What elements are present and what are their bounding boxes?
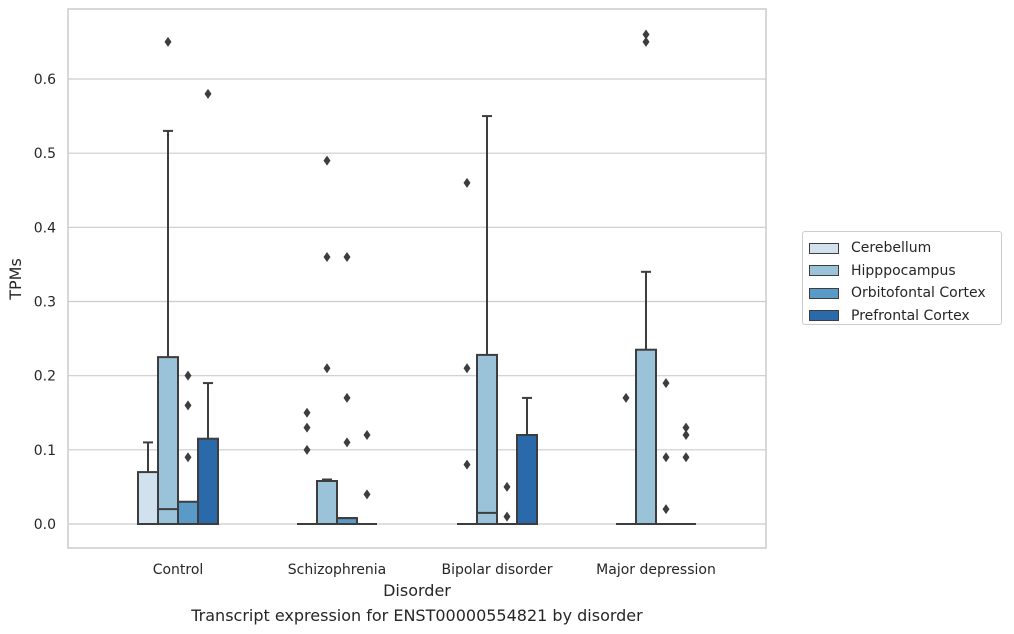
y-tick-labels: 0.0 0.1 0.2 0.3 0.4 0.5 0.6 bbox=[34, 72, 56, 533]
x-tick-label: Major depression bbox=[596, 562, 716, 578]
outlier-point bbox=[682, 452, 690, 463]
x-tick-labels: Control Schizophrenia Bipolar disorder Majo… bbox=[153, 562, 716, 578]
legend-item: Orbitofontal Cortex bbox=[809, 282, 1001, 305]
box-3-0 bbox=[197, 88, 219, 525]
box-body bbox=[157, 356, 179, 525]
outlier-point bbox=[662, 378, 670, 389]
box-body bbox=[137, 471, 159, 525]
box-0-3 bbox=[616, 392, 636, 525]
box-2-1 bbox=[336, 251, 358, 526]
outlier-point bbox=[303, 422, 311, 433]
outlier-point bbox=[363, 429, 371, 440]
outlier-point bbox=[682, 422, 690, 433]
outlier-point bbox=[662, 452, 670, 463]
x-axis-label: Disorder bbox=[383, 581, 451, 600]
legend-label: Cerebellum bbox=[851, 240, 932, 257]
outlier-point bbox=[682, 429, 690, 440]
box-body bbox=[316, 479, 338, 526]
outlier-point bbox=[503, 511, 511, 522]
outlier-point bbox=[184, 370, 192, 381]
legend-label: Prefrontal Cortex bbox=[851, 307, 970, 324]
box-3-3 bbox=[676, 422, 696, 525]
box-3-1 bbox=[357, 429, 377, 525]
outlier-point bbox=[343, 437, 351, 448]
box-2-0 bbox=[177, 370, 199, 526]
y-tick-label: 0.1 bbox=[34, 443, 56, 459]
outlier-point bbox=[622, 392, 630, 403]
box-0-1 bbox=[297, 407, 317, 525]
x-tick-label: Bipolar disorder bbox=[441, 562, 552, 578]
legend-item: Prefrontal Cortex bbox=[809, 305, 1001, 328]
outlier-point bbox=[184, 400, 192, 411]
legend-label: Hipppocampus bbox=[851, 262, 956, 279]
chart-caption: Transcript expression for ENST0000055482… bbox=[191, 606, 643, 625]
box-2-3 bbox=[656, 378, 676, 525]
outlier-point bbox=[184, 452, 192, 463]
x-tick-label: Schizophrenia bbox=[288, 562, 386, 578]
legend-swatch bbox=[809, 242, 839, 254]
outlier-point bbox=[323, 363, 331, 374]
outlier-point bbox=[164, 36, 172, 47]
box-body bbox=[476, 353, 498, 525]
legend-swatch bbox=[809, 287, 839, 299]
outlier-point bbox=[642, 36, 650, 47]
outlier-point bbox=[463, 459, 471, 470]
box-2-2 bbox=[497, 481, 517, 525]
outlier-point bbox=[323, 155, 331, 166]
box-1-2 bbox=[476, 115, 498, 525]
box-body bbox=[635, 348, 657, 525]
y-tick-label: 0.5 bbox=[34, 146, 56, 162]
plot-frame bbox=[67, 8, 767, 549]
box-body bbox=[197, 437, 219, 525]
x-tick-label: Control bbox=[153, 562, 204, 578]
outlier-point bbox=[642, 29, 650, 40]
y-tick-label: 0.0 bbox=[34, 517, 56, 533]
outlier-point bbox=[463, 177, 471, 188]
box-1-0 bbox=[157, 36, 179, 525]
legend-swatch bbox=[809, 310, 839, 322]
y-axis-label: TPMs bbox=[6, 258, 25, 301]
box-body bbox=[177, 500, 199, 526]
legend-swatch bbox=[809, 265, 839, 277]
outlier-point bbox=[303, 407, 311, 418]
box-1-1 bbox=[316, 155, 338, 526]
legend-label: Orbitofontal Cortex bbox=[851, 285, 986, 302]
y-tick-label: 0.2 bbox=[34, 369, 56, 385]
outlier-point bbox=[303, 444, 311, 455]
y-tick-label: 0.3 bbox=[34, 294, 56, 310]
box-3-2 bbox=[516, 396, 538, 525]
y-tick-label: 0.6 bbox=[34, 72, 56, 88]
outlier-point bbox=[343, 392, 351, 403]
y-tick-label: 0.4 bbox=[34, 220, 56, 236]
outlier-point bbox=[363, 489, 371, 500]
box-1-3 bbox=[635, 29, 657, 525]
outlier-point bbox=[503, 481, 511, 492]
outlier-point bbox=[204, 88, 212, 99]
box-series bbox=[137, 29, 696, 526]
outlier-point bbox=[343, 251, 351, 262]
legend: Cerebellum Hipppocampus Orbitofontal Corte… bbox=[802, 231, 1002, 325]
box-0-0 bbox=[137, 441, 159, 525]
outlier-point bbox=[662, 504, 670, 515]
legend-item: Hipppocampus bbox=[809, 260, 1001, 283]
outlier-point bbox=[323, 251, 331, 262]
box-0-2 bbox=[457, 177, 477, 525]
box-body bbox=[516, 433, 538, 525]
outlier-point bbox=[463, 363, 471, 374]
legend-item: Cerebellum bbox=[809, 237, 1001, 260]
